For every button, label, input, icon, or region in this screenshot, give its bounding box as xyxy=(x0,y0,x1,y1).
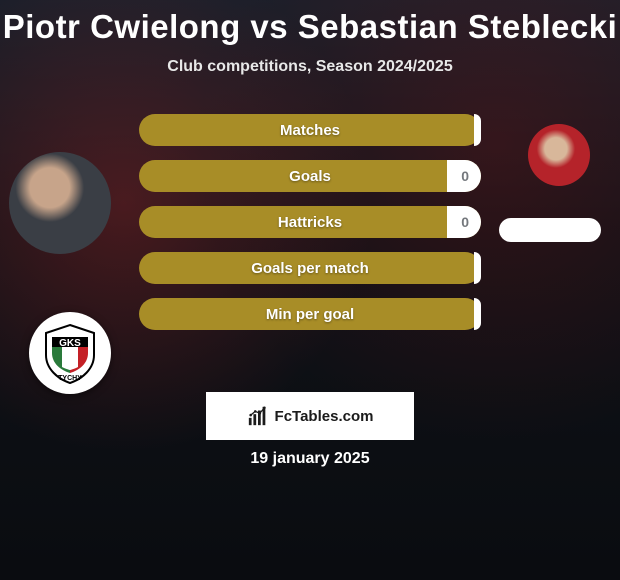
page-title: Piotr Cwielong vs Sebastian Steblecki xyxy=(0,0,620,46)
stat-bar: Matches xyxy=(139,114,481,146)
stat-bar-label: Min per goal xyxy=(139,298,481,330)
badge-bottom-text: TYCHY xyxy=(58,375,82,382)
brand-text: FcTables.com xyxy=(275,408,374,425)
stat-bar: Goals per match xyxy=(139,252,481,284)
stat-bar-label: Matches xyxy=(139,114,481,146)
stat-bars: MatchesGoals0Hattricks0Goals per matchMi… xyxy=(139,114,481,330)
stat-bar: Hattricks0 xyxy=(139,206,481,238)
stat-bar-label: Goals xyxy=(139,160,481,192)
date-text: 19 january 2025 xyxy=(0,450,620,468)
page-subtitle: Club competitions, Season 2024/2025 xyxy=(0,58,620,76)
stat-bar-right-value: 0 xyxy=(461,160,469,192)
stat-bar-label: Hattricks xyxy=(139,206,481,238)
stat-bar: Min per goal xyxy=(139,298,481,330)
stat-bar-right-value: 0 xyxy=(461,206,469,238)
brand-card: FcTables.com xyxy=(206,392,414,440)
chart-icon xyxy=(247,405,269,427)
stat-bar: Goals0 xyxy=(139,160,481,192)
stat-bar-label: Goals per match xyxy=(139,252,481,284)
shield-icon: GKS TYCHY xyxy=(38,321,102,385)
